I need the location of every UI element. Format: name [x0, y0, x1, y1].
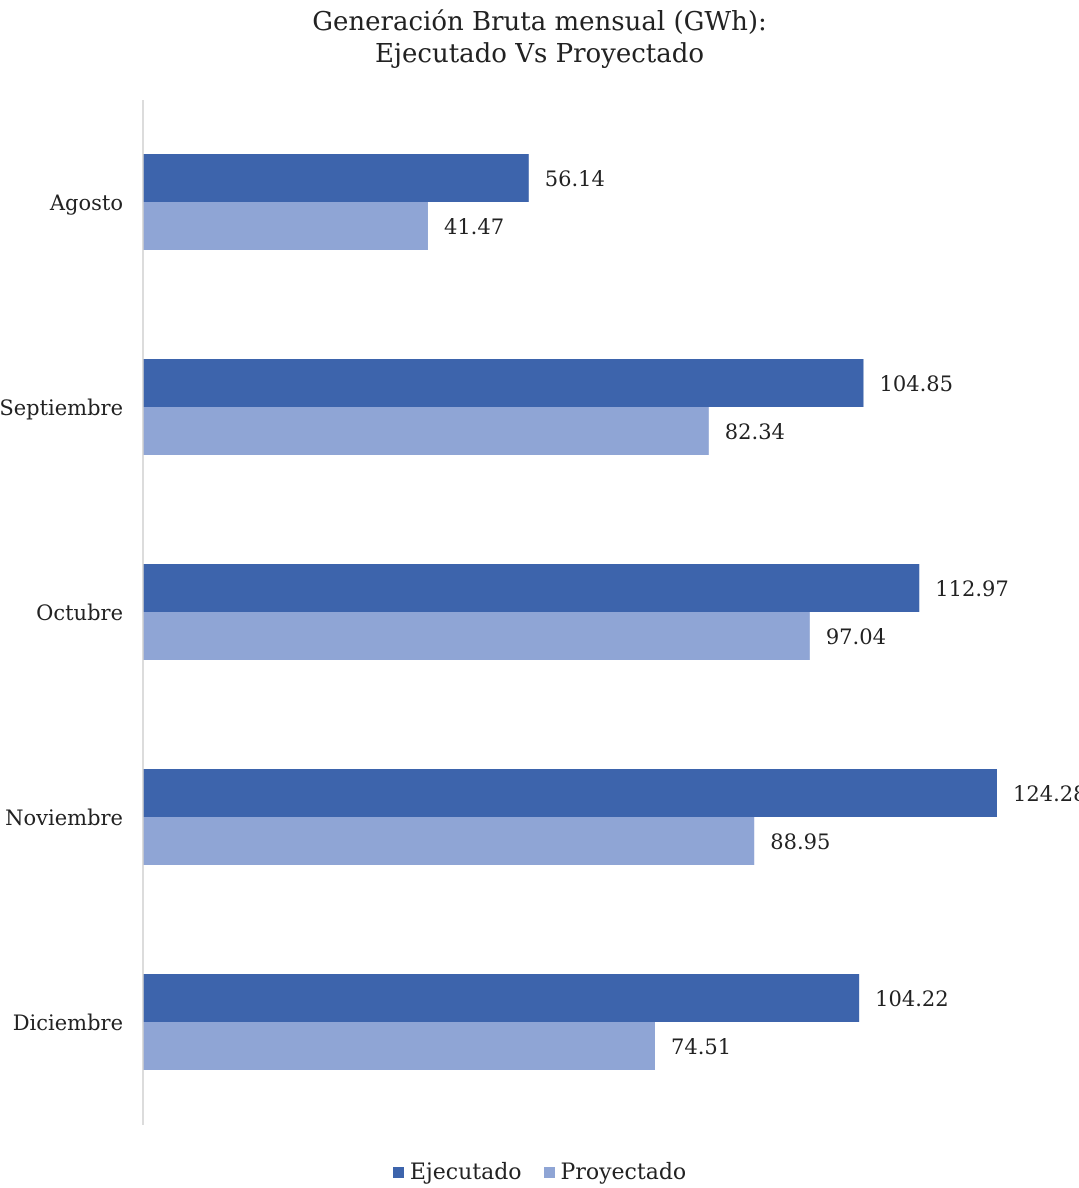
bar-ejecutado-diciembre — [143, 974, 860, 1022]
category-label-octubre: Octubre — [36, 601, 123, 625]
data-label-ejecutado-diciembre: 104.22 — [875, 987, 948, 1011]
chart-title-line-1: Generación Bruta mensual (GWh): — [312, 7, 767, 37]
bar-ejecutado-octubre — [143, 564, 920, 612]
legend-item-ejecutado: Ejecutado — [392, 1160, 522, 1185]
bar-proyectado-diciembre — [143, 1022, 656, 1070]
legend-swatch-proyectado — [543, 1167, 555, 1178]
data-label-ejecutado-octubre: 112.97 — [935, 577, 1008, 601]
data-label-ejecutado-agosto: 56.14 — [545, 167, 605, 191]
bar-proyectado-octubre — [143, 612, 810, 660]
data-label-ejecutado-septiembre: 104.85 — [879, 372, 952, 396]
bar-ejecutado-noviembre — [143, 769, 997, 817]
legend-item-proyectado: Proyectado — [543, 1160, 687, 1185]
legend: Ejecutado Proyectado — [0, 1160, 1079, 1185]
data-label-proyectado-octubre: 97.04 — [826, 625, 886, 649]
legend-label-ejecutado: Ejecutado — [409, 1160, 522, 1185]
bar-ejecutado-agosto — [143, 154, 529, 202]
bar-proyectado-septiembre — [143, 407, 709, 455]
data-label-ejecutado-noviembre: 124.28 — [1013, 782, 1079, 806]
legend-label-proyectado: Proyectado — [560, 1160, 687, 1185]
bar-proyectado-noviembre — [143, 817, 755, 865]
legend-swatch-ejecutado — [392, 1167, 404, 1178]
bar-ejecutado-septiembre — [143, 359, 864, 407]
category-label-noviembre: Noviembre — [5, 806, 123, 830]
data-label-proyectado-diciembre: 74.51 — [671, 1035, 731, 1059]
category-label-septiembre: Septiembre — [0, 396, 123, 420]
data-label-proyectado-septiembre: 82.34 — [725, 420, 785, 444]
chart-title-line-2: Ejecutado Vs Proyectado — [374, 39, 705, 69]
bar-proyectado-agosto — [143, 202, 428, 250]
data-label-proyectado-agosto: 41.47 — [444, 215, 504, 239]
category-label-agosto: Agosto — [49, 191, 123, 215]
category-label-diciembre: Diciembre — [13, 1011, 123, 1035]
data-label-proyectado-noviembre: 88.95 — [770, 830, 830, 854]
